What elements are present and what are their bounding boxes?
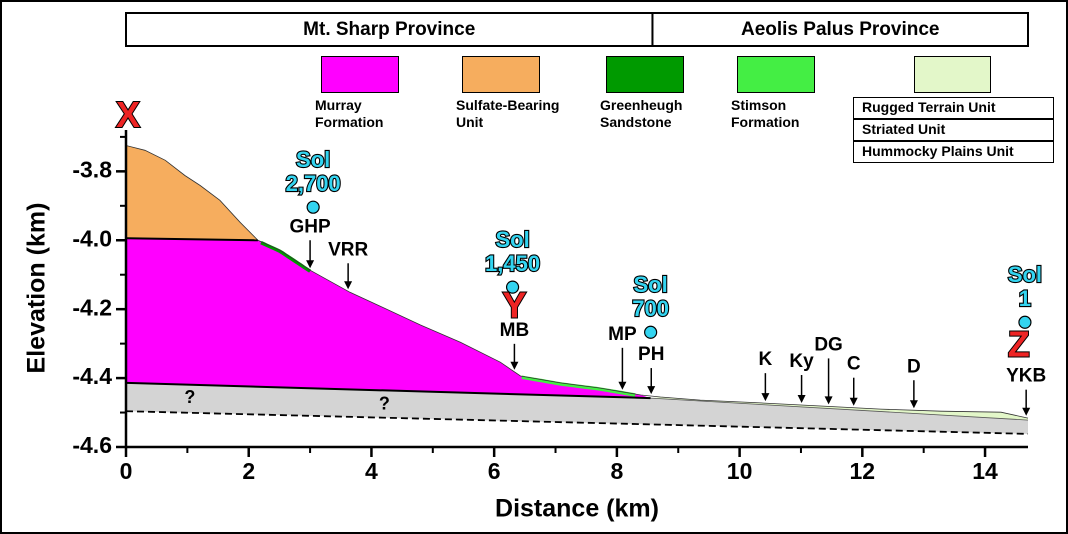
province-label: Mt. Sharp Province bbox=[303, 19, 475, 40]
legend-unit-box: Hummocky Plains Unit bbox=[853, 141, 1054, 163]
location-label: GHP bbox=[289, 216, 331, 237]
arrow-head bbox=[798, 395, 806, 403]
legend-swatch bbox=[606, 56, 684, 93]
location-label: YKB bbox=[1006, 366, 1046, 387]
figure: Distance (km) Elevation (km) Mt. Sharp P… bbox=[0, 0, 1068, 534]
legend-unit-box: Rugged Terrain Unit bbox=[853, 97, 1054, 119]
y-tick-label: -4.2 bbox=[72, 294, 112, 320]
x-tick-label: 6 bbox=[488, 458, 501, 484]
arrow-head bbox=[344, 281, 352, 289]
location-label: K bbox=[759, 349, 773, 370]
station-label: Y bbox=[502, 285, 526, 326]
province-label: Aeolis Palus Province bbox=[741, 19, 940, 40]
uncertain-mark: ? bbox=[379, 394, 390, 414]
sol-label: Sol bbox=[1008, 262, 1042, 287]
arrow-head bbox=[850, 398, 858, 406]
location-label: PH bbox=[638, 344, 664, 365]
arrow-head bbox=[910, 400, 918, 408]
arrow-head bbox=[306, 260, 314, 268]
legend-swatch bbox=[914, 56, 991, 93]
y-tick-label: -4.0 bbox=[72, 225, 112, 251]
uncertain-mark: ? bbox=[184, 387, 195, 407]
x-tick-label: 4 bbox=[365, 458, 378, 484]
location-label: VRR bbox=[328, 239, 368, 260]
x-tick-label: 12 bbox=[850, 458, 876, 484]
location-label: D bbox=[907, 356, 921, 377]
station-label: X bbox=[116, 94, 140, 135]
arrow-head bbox=[825, 396, 833, 404]
legend-label: Murray Formation bbox=[315, 97, 419, 131]
location-label: Ky bbox=[789, 351, 814, 372]
sol-label: Sol bbox=[296, 147, 330, 172]
sol-label: Sol bbox=[634, 272, 668, 297]
x-tick-label: 0 bbox=[120, 458, 133, 484]
sol-label: 1 bbox=[1019, 286, 1031, 311]
location-label: DG bbox=[814, 334, 843, 355]
arrow-head bbox=[618, 382, 626, 390]
location-label: C bbox=[847, 354, 861, 375]
legend-swatch bbox=[737, 56, 815, 93]
legend-unit-box: Striated Unit bbox=[853, 119, 1054, 141]
sol-label: 700 bbox=[632, 296, 669, 321]
location-label: MP bbox=[608, 324, 637, 345]
murray-fill bbox=[126, 238, 651, 398]
sulfate-fill bbox=[126, 146, 258, 241]
sol-point bbox=[307, 201, 319, 213]
legend-label: Greenheugh Sandstone bbox=[600, 97, 704, 131]
y-tick-label: -3.8 bbox=[72, 156, 112, 182]
x-tick-label: 10 bbox=[727, 458, 753, 484]
sol-label: 2,700 bbox=[286, 171, 341, 196]
x-axis-title: Distance (km) bbox=[495, 495, 659, 523]
y-tick-label: -4.6 bbox=[72, 432, 112, 458]
arrow-head bbox=[761, 393, 769, 401]
sol-label: Sol bbox=[495, 227, 529, 252]
arrow-head bbox=[1022, 408, 1030, 416]
legend-label: Sulfate-Bearing Unit bbox=[456, 97, 560, 131]
sol-point bbox=[645, 326, 657, 338]
station-label: Z bbox=[1008, 324, 1030, 365]
arrow-head bbox=[510, 362, 518, 370]
sol-label: 1,450 bbox=[485, 251, 540, 276]
y-axis-title: Elevation (km) bbox=[23, 203, 51, 374]
x-tick-label: 14 bbox=[972, 458, 998, 484]
x-tick-label: 8 bbox=[610, 458, 623, 484]
legend-swatch bbox=[462, 56, 540, 93]
x-tick-label: 2 bbox=[242, 458, 255, 484]
y-tick-label: -4.4 bbox=[72, 363, 112, 389]
legend-swatch bbox=[321, 56, 399, 93]
legend-label: Stimson Formation bbox=[731, 97, 835, 131]
arrow-head bbox=[647, 386, 655, 394]
